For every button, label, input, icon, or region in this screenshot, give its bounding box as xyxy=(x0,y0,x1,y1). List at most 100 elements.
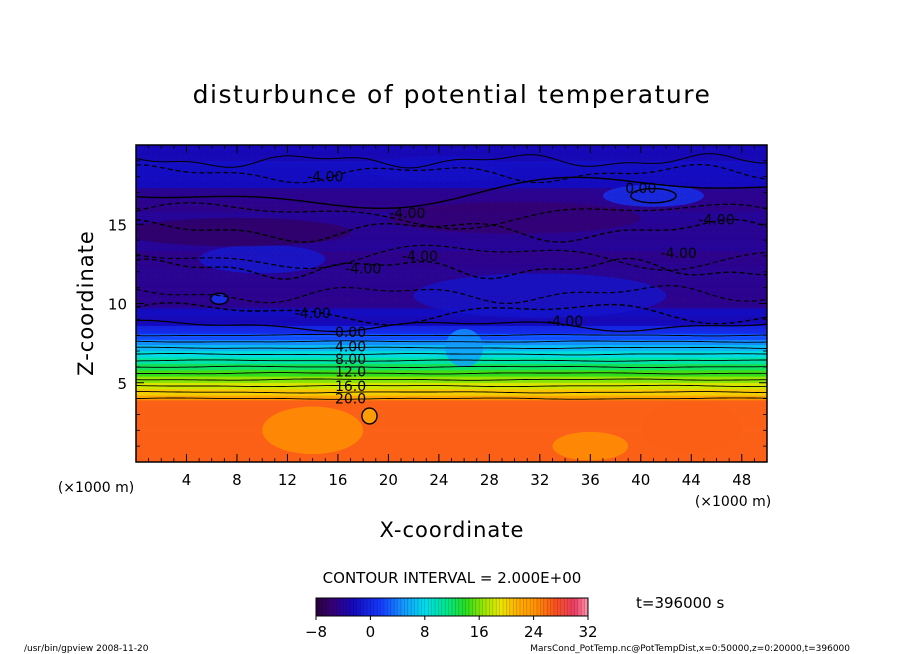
field-band xyxy=(136,426,767,429)
field-band xyxy=(136,368,767,371)
colorbar-segment xyxy=(360,598,364,616)
field-band xyxy=(136,434,767,437)
colorbar-segment xyxy=(397,598,402,616)
colorbar-segment xyxy=(356,598,361,616)
contour-positive xyxy=(136,359,767,362)
colorbar-segment xyxy=(499,598,504,616)
x-axis-label: X-coordinate xyxy=(380,518,525,542)
footer-right: MarsCond_PotTemp.nc@PotTempDist,x=0:5000… xyxy=(530,644,850,654)
colorbar-segment xyxy=(489,598,494,616)
colorbar-segment xyxy=(414,598,419,616)
field-band xyxy=(136,385,767,388)
colorbar-tick-label: −8 xyxy=(305,623,327,641)
colorbar-segment xyxy=(520,598,524,616)
contour-label: 16.0 xyxy=(335,379,366,395)
field-band xyxy=(136,377,767,380)
x-tick-label: 36 xyxy=(581,471,600,489)
colorbar-segment xyxy=(547,598,551,616)
colorbar-segment xyxy=(574,598,579,616)
colorbar-tick-label: 0 xyxy=(366,623,376,641)
colorbar-segment xyxy=(458,598,463,616)
colorbar-segment xyxy=(554,598,558,616)
x-tick-label: 28 xyxy=(480,471,499,489)
x-tick-label: 16 xyxy=(328,471,347,489)
x-tick-label: 44 xyxy=(682,471,701,489)
field-band xyxy=(136,393,767,396)
x-unit-right: (×1000 m) xyxy=(695,494,771,510)
contour-closed xyxy=(361,407,378,425)
field-band xyxy=(136,395,767,398)
contour-label: -4.00 xyxy=(698,212,734,228)
colorbar-segment xyxy=(404,598,409,616)
colorbar-segment xyxy=(319,598,324,616)
colorbar-segment xyxy=(469,598,473,616)
colorbar-segment xyxy=(448,598,453,616)
colorbar-segment xyxy=(441,598,446,616)
contour-positive xyxy=(136,353,767,356)
field-band xyxy=(136,447,767,450)
field-band xyxy=(136,374,767,377)
chart-title: disturbunce of potential temperature xyxy=(193,80,712,109)
field-band xyxy=(136,407,767,410)
colorbar-segment xyxy=(333,598,337,616)
colorbar-segment xyxy=(537,598,541,616)
colorbar-segment xyxy=(411,598,415,616)
x-tick-label: 32 xyxy=(530,471,549,489)
contour-label: -4.00 xyxy=(345,262,381,278)
colorbar-segment xyxy=(401,598,405,616)
colorbar-segment xyxy=(452,598,456,616)
field-band xyxy=(136,431,767,434)
field-band xyxy=(136,436,767,439)
colorbar-segment xyxy=(367,598,371,616)
field-band xyxy=(136,442,767,445)
colorbar-segment xyxy=(567,598,572,616)
colorbar-tick-label: 32 xyxy=(578,623,597,641)
colorbar-segment xyxy=(428,598,432,616)
field-band xyxy=(136,401,767,404)
field-band xyxy=(136,325,767,328)
field-band xyxy=(136,361,767,364)
contour-positive xyxy=(136,391,767,394)
field-band xyxy=(136,328,767,331)
colorbar-segment xyxy=(339,598,344,616)
colorbar-segment xyxy=(465,598,470,616)
colorbar-segment xyxy=(550,598,555,616)
colorbar-segment xyxy=(462,598,466,616)
contour-label: 20.0 xyxy=(335,392,366,408)
field-band xyxy=(136,363,767,366)
field-band xyxy=(136,449,767,452)
field-band xyxy=(136,422,767,425)
colorbar-segment xyxy=(472,598,477,616)
colorbar-segment xyxy=(516,598,521,616)
field-band xyxy=(136,438,767,441)
colorbar-segment xyxy=(496,598,500,616)
field-band xyxy=(136,404,767,407)
contour-positive xyxy=(136,384,767,388)
y-axis-label: Z-coordinate xyxy=(74,230,98,376)
z-tick-label: 5 xyxy=(117,375,127,393)
colorbar-segment xyxy=(533,598,538,616)
colorbar-segment xyxy=(350,598,354,616)
contour-positive xyxy=(136,346,767,349)
x-unit-left: (×1000 m) xyxy=(58,480,134,496)
z-tick-label: 10 xyxy=(108,296,127,314)
field-band xyxy=(136,376,767,379)
field-band xyxy=(136,384,767,387)
colorbar-segment xyxy=(336,598,341,616)
colorbar-segment xyxy=(326,598,330,616)
colorbar-segment xyxy=(343,598,347,616)
colorbar-segment xyxy=(571,598,575,616)
field-band xyxy=(136,387,767,390)
colorbar-segment xyxy=(387,598,392,616)
field-band xyxy=(136,371,767,374)
x-tick-label: 12 xyxy=(278,471,297,489)
field-band xyxy=(136,445,767,448)
field-band xyxy=(136,330,767,333)
colorbar-segment xyxy=(513,598,517,616)
field-band xyxy=(136,430,767,433)
field-band xyxy=(136,411,767,414)
field-band xyxy=(136,406,767,409)
x-tick-label: 8 xyxy=(232,471,242,489)
field-band xyxy=(136,409,767,412)
colorbar-segment xyxy=(577,598,582,616)
